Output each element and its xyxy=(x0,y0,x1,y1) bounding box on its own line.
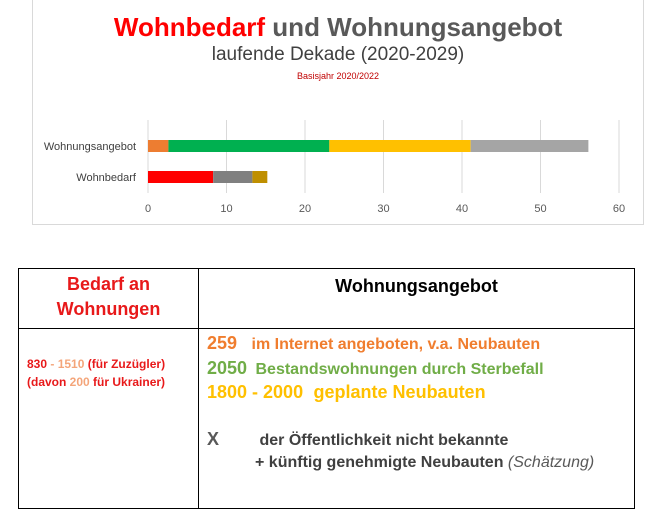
need-cell: 830 - 1510 (für Zuzügler) (davon 200 für… xyxy=(18,328,199,509)
offer1-text: im Internet angeboten, v.a. Neubauten xyxy=(251,336,541,353)
need-line1: 830 - 1510 (für Zuzügler) xyxy=(27,355,198,373)
category-label: Wohnungsangebot xyxy=(44,141,136,153)
offer-header: Wohnungsangebot xyxy=(198,268,635,329)
bar-chart: 0 10 20 30 40 50 60 Wohnungsangebot Wohnbedarf xyxy=(44,120,625,215)
offer5-note: (Schätzung) xyxy=(507,454,595,471)
need-max: 1510 xyxy=(57,357,85,371)
need-header-line1: Bedarf an xyxy=(66,274,151,294)
need-sub-a: (davon xyxy=(27,375,70,389)
offer-line-3: 1800 - 2000 geplante Neubauten xyxy=(207,382,634,403)
offer3-text: geplante Neubauten xyxy=(313,382,486,402)
chart-subtitle: laufende Dekade (2020-2029) xyxy=(211,44,465,65)
chart-title-red: Wohnbedarf xyxy=(113,12,266,42)
bar-segment xyxy=(252,171,268,183)
offer4-text: der Öffentlichkeit nicht bekannte xyxy=(259,432,509,449)
x-tick-label: 60 xyxy=(613,203,625,215)
offer2-number: 2050 xyxy=(207,358,248,378)
x-tick-label: 0 xyxy=(145,203,151,215)
offer1-number: 259 xyxy=(207,333,238,353)
need-min: 830 xyxy=(27,357,48,371)
bar-segment xyxy=(470,140,589,152)
need-header-line2: Wohnungen xyxy=(56,299,161,319)
offer-line-5: + künftig genehmigte Neubauten (Schätzun… xyxy=(207,454,634,472)
offer4-number: X xyxy=(207,429,220,449)
bar-segment xyxy=(329,140,471,152)
offer-line-2: 2050 Bestandswohnungen durch Sterbefall xyxy=(207,358,634,379)
category-label: Wohnbedarf xyxy=(76,172,137,184)
chart-title: Wohnbedarf und Wohnungsangebot xyxy=(33,12,643,43)
x-tick-label: 20 xyxy=(299,203,311,215)
x-tick-label: 30 xyxy=(377,203,389,215)
need-note: (für Zuzügler) xyxy=(84,357,166,371)
info-table: Bedarf an Wohnungen Wohnungsangebot 830 … xyxy=(18,268,635,509)
need-sub-num: 200 xyxy=(69,375,90,389)
x-tick-label: 50 xyxy=(534,203,546,215)
offer-cell: 259 im Internet angeboten, v.a. Neubaute… xyxy=(198,328,635,509)
chart-note: Basisjahr 2020/2022 xyxy=(296,71,380,81)
chart-frame: Wohnbedarf und Wohnungsangebot laufende … xyxy=(32,0,644,225)
need-sub-b: für Ukrainer) xyxy=(89,375,166,389)
offer-line-1: 259 im Internet angeboten, v.a. Neubaute… xyxy=(207,333,634,354)
bar-segment xyxy=(148,171,214,183)
offer2-text: Bestandswohnungen durch Sterbefall xyxy=(255,361,544,378)
need-line2: (davon 200 für Ukrainer) xyxy=(27,373,198,391)
need-header: Bedarf an Wohnungen xyxy=(18,268,199,329)
need-dash: - xyxy=(47,357,58,371)
chart-title-rest: und Wohnungsangebot xyxy=(265,12,563,42)
x-tick-label: 10 xyxy=(220,203,232,215)
bar-segment xyxy=(148,140,169,152)
x-tick-label: 40 xyxy=(456,203,468,215)
offer-line-4: X der Öffentlichkeit nicht bekannte xyxy=(207,429,634,450)
bar-segment xyxy=(213,171,253,183)
offer5-text: + künftig genehmigte Neubauten xyxy=(255,454,504,471)
offer3-number: 1800 - 2000 xyxy=(207,382,304,402)
bar-segment xyxy=(168,140,330,152)
